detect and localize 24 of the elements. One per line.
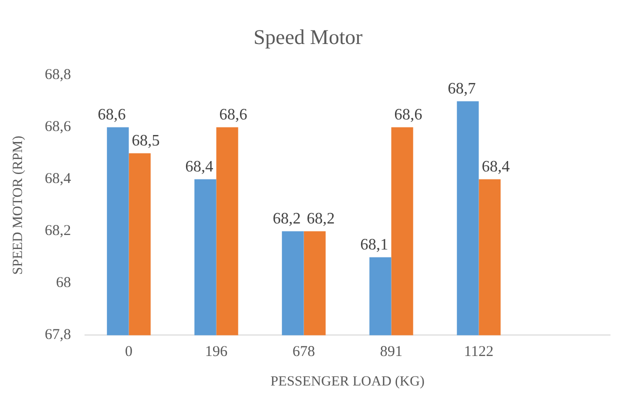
data-label: 68,2 — [306, 210, 335, 228]
data-label: 68,6 — [98, 106, 126, 124]
y-tick-label: 68,4 — [44, 171, 72, 188]
x-tick-label: 1122 — [464, 344, 494, 360]
data-label: 68,6 — [219, 106, 248, 124]
data-label: 68,2 — [272, 210, 301, 228]
y-tick-label: 68,8 — [44, 67, 72, 84]
data-label: 68,1 — [360, 236, 388, 254]
y-tick-label: 67,8 — [44, 327, 72, 344]
data-label: 68,5 — [132, 132, 160, 150]
data-label: 68,4 — [185, 158, 214, 176]
chart-title: Speed Motor — [253, 25, 363, 50]
x-tick-label: 891 — [380, 344, 403, 360]
x-tick-label: 678 — [292, 344, 316, 360]
x-tick-label: 0 — [125, 344, 133, 360]
data-label: 68,7 — [448, 80, 476, 98]
x-tick-label: 196 — [205, 344, 228, 360]
y-tick-label: 68,6 — [44, 119, 72, 136]
x-axis-title: PESSENGER LOAD (KG) — [270, 374, 425, 390]
y-tick-label: 68 — [56, 275, 72, 292]
y-axis-title: SPEED MOTOR (RPM) — [11, 135, 26, 275]
y-tick-label: 68,2 — [44, 223, 72, 240]
data-label: 68,6 — [394, 106, 422, 124]
data-label: 68,4 — [482, 158, 510, 176]
